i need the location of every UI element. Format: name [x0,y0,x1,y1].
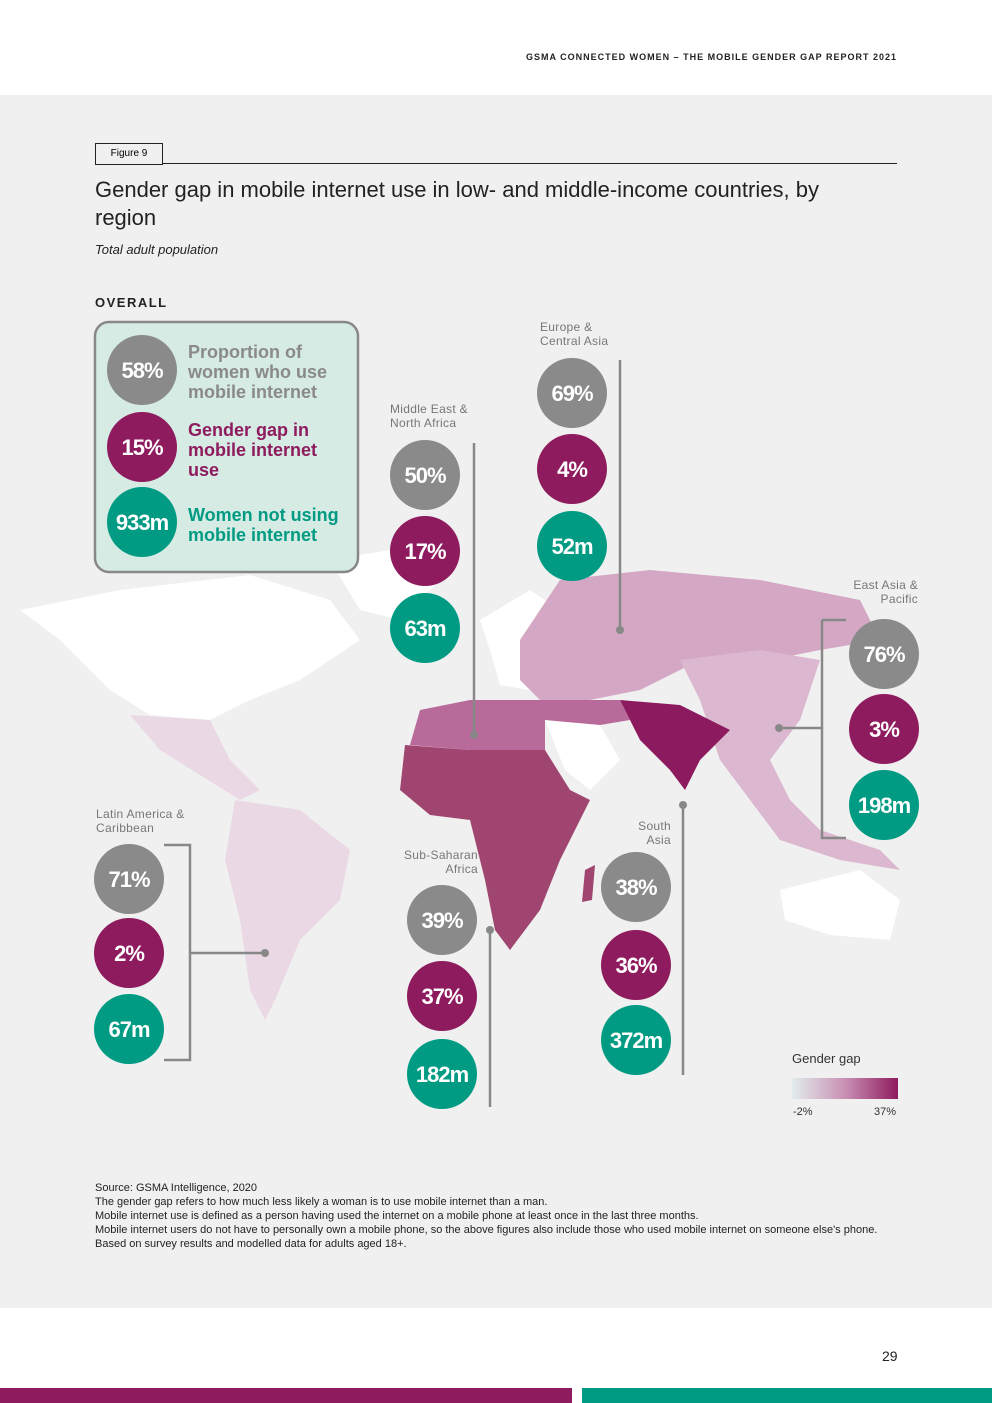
madagascar [582,865,595,902]
dot [486,926,494,934]
region-name: Middle East & North Africa [390,402,468,430]
bubble [94,844,164,914]
mena-region [410,700,630,750]
bubble-value: 76% [863,642,904,667]
bubble-value: 52m [551,534,592,559]
note: Source: GSMA Intelligence, 2020 [95,1182,258,1194]
bubble-value: 933m [116,510,169,535]
bubble-value: 4% [557,457,587,482]
rule [162,163,897,164]
bubble [537,511,607,581]
dot [775,724,783,732]
australia [780,870,900,940]
bubble [107,412,177,482]
figure-title: Gender gap in mobile internet use in low… [95,177,819,230]
bubble-value: 36% [615,953,656,978]
legend-title: Gender gap [792,1051,861,1066]
region-name: South Asia [638,819,671,847]
bubble [390,440,460,510]
bracket [164,843,192,1062]
central-america [130,715,260,800]
sa-region [620,700,730,790]
eca-region [520,570,880,700]
dot [261,949,269,957]
bubble [94,918,164,988]
bubble-value: 15% [121,435,162,460]
note: Mobile internet users do not have to per… [95,1224,878,1236]
dot [679,801,687,809]
region-name: Latin America & Caribbean [96,807,185,835]
leaders [164,360,846,1107]
bubble-value: 38% [615,875,656,900]
bracket [820,620,846,840]
region-name: Sub-Saharan Africa [403,848,478,876]
note: Based on survey results and modelled dat… [95,1238,407,1250]
bubble-value: 198m [858,793,911,818]
bubble-value: 71% [108,867,149,892]
bubble-value: 67m [108,1017,149,1042]
footer-bar [0,1388,572,1403]
bubble-value: 63m [404,616,445,641]
bubble-value: 39% [421,908,462,933]
continents [20,545,900,1020]
bubble-value: 69% [551,381,592,406]
bubble [537,358,607,428]
bubble [537,434,607,504]
footer-bar [582,1388,992,1403]
bubble [407,1039,477,1109]
overall-label: Gender gap in mobile internet use [188,420,318,480]
bubble [390,516,460,586]
figure-label: Figure 9 [95,143,163,165]
running-title: GSMA CONNECTED WOMEN – THE MOBILE GENDER… [525,52,897,62]
note: The gender gap refers to how much less l… [95,1196,548,1208]
note: Mobile internet use is defined as a pers… [95,1210,699,1222]
bubble [849,619,919,689]
bubble [94,994,164,1064]
bubble-value: 372m [610,1028,663,1053]
bubble-value: 37% [421,984,462,1009]
bubble [107,487,177,557]
bubble [849,694,919,764]
overall-heading: OVERALL [95,295,168,310]
legend-gradient [792,1078,898,1099]
overall-label: Women not using mobile internet [188,505,339,545]
eap-region [680,650,900,870]
south-america [225,800,350,1020]
dot [616,626,624,634]
page-number: 29 [882,1348,898,1364]
bubble [390,593,460,663]
dot [470,731,478,739]
bubble [407,961,477,1031]
figure-subtitle: Total adult population [95,242,219,257]
overall-label: Proportion of women who use mobile inter… [188,342,328,402]
bubble-value: 17% [404,539,445,564]
bubble [107,335,177,405]
bubble [601,852,671,922]
bubble [849,770,919,840]
bubble-value: 58% [121,358,162,383]
arabia [545,720,620,790]
bubble-value: 2% [114,941,144,966]
legend-min: -2% [793,1106,813,1118]
bubble [407,885,477,955]
bubble-value: 182m [416,1062,469,1087]
legend-max: 37% [873,1106,896,1118]
bubble [601,1005,671,1075]
dots [261,626,783,957]
bubble [601,930,671,1000]
region-name: Europe & Central Asia [540,320,609,348]
bubble-value: 3% [869,717,899,742]
bubble-value: 50% [404,463,445,488]
region-name: East Asia & Pacific [853,578,918,606]
ssa-region [400,745,590,950]
notes: Source: GSMA Intelligence, 2020 The gende… [95,1181,895,1251]
north-america [20,575,360,720]
